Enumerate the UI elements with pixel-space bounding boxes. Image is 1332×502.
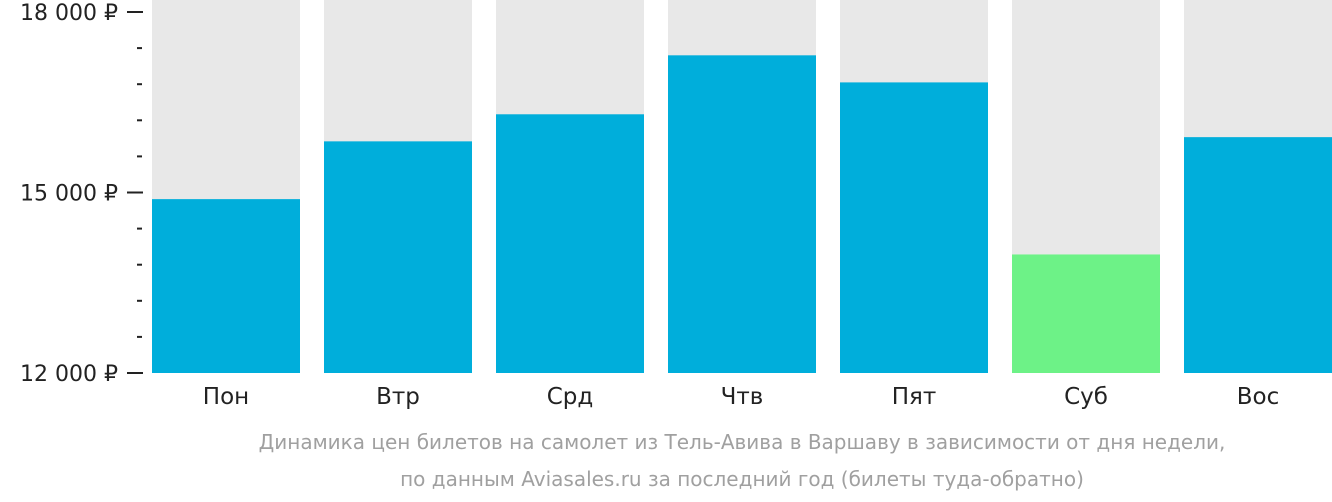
bars: [152, 55, 1332, 374]
x-axis: Пон Втр Срд Чтв Пят Суб Вос: [203, 384, 1279, 410]
y-tick-label: 15 000 ₽: [20, 182, 118, 207]
bar: [1184, 137, 1332, 373]
x-tick-label: Пят: [892, 384, 937, 410]
x-tick-label: Срд: [547, 384, 594, 410]
bar: [1012, 254, 1160, 373]
bar: [668, 55, 816, 373]
y-tick-label: 18 000 ₽: [20, 1, 118, 26]
x-tick-label: Вос: [1237, 384, 1280, 410]
chart-caption-line-2: по данным Aviasales.ru за последний год …: [400, 467, 1084, 491]
x-tick-label: Чтв: [721, 384, 764, 410]
chart-caption-line-1: Динамика цен билетов на самолет из Тель-…: [258, 430, 1226, 454]
bar: [152, 199, 300, 373]
bar: [840, 82, 988, 374]
y-axis: 12 000 ₽ 15 000 ₽ 18 000 ₽: [20, 1, 143, 387]
x-tick-label: Втр: [376, 384, 420, 410]
bar: [324, 141, 472, 373]
x-tick-label: Суб: [1064, 384, 1108, 410]
bar: [496, 114, 644, 374]
x-tick-label: Пон: [203, 384, 249, 410]
y-tick-label: 12 000 ₽: [20, 362, 118, 387]
